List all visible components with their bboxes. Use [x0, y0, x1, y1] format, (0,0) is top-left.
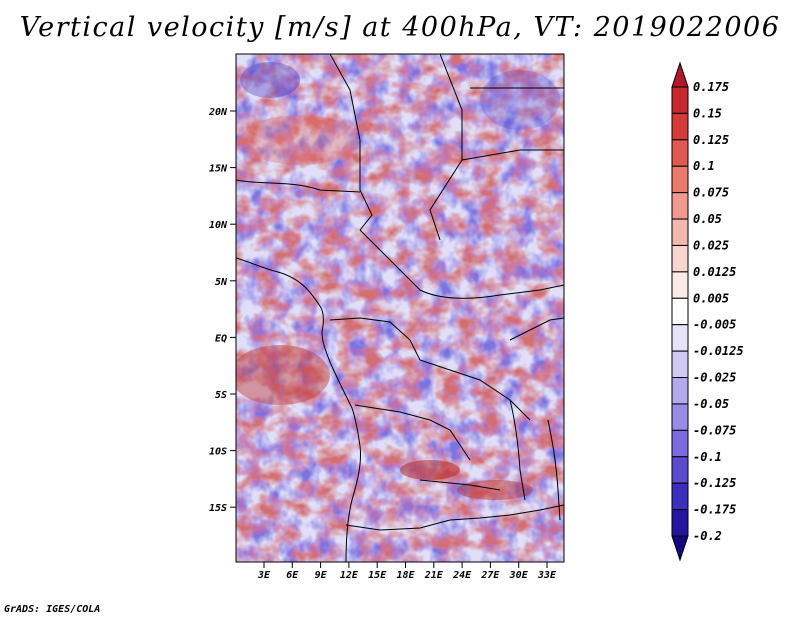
lon-tick-label: 15E — [368, 570, 387, 581]
lon-tick-label: 24E — [452, 570, 472, 581]
colorbar-label: -0.2 — [693, 529, 722, 543]
colorbar-bin — [671, 456, 689, 484]
lon-tick-label: 18E — [396, 570, 415, 581]
lon-tick-label: 3E — [257, 570, 271, 581]
longitude-axis: 3E 6E 9E 12E 15E 18E 21E 24E 27E 30E 33E — [257, 562, 557, 581]
lat-tick-label: 10N — [209, 220, 228, 231]
lon-tick-label: 6E — [286, 570, 299, 581]
colorbar-label: -0.1 — [693, 450, 722, 464]
lat-tick-label: 15S — [209, 503, 227, 514]
lon-tick-label: 9E — [315, 570, 328, 581]
colorbar-bin — [671, 112, 689, 141]
colorbar-label: 0.0125 — [693, 265, 736, 279]
colorbar-label: 0.005 — [693, 291, 729, 305]
map-frame — [235, 53, 565, 563]
colorbar-label: -0.175 — [693, 503, 736, 517]
lat-tick-label: 5N — [215, 277, 228, 288]
vertical-velocity-field — [236, 54, 564, 562]
lat-tick-label: 20N — [208, 107, 228, 118]
colorbar-bottom-arrow — [671, 535, 689, 562]
colorbar-bin — [671, 192, 689, 220]
country-borders — [236, 54, 564, 562]
colorbar-label: -0.05 — [693, 397, 729, 411]
colorbar-label: 0.075 — [693, 186, 729, 200]
colorbar-bin — [671, 377, 689, 405]
map-title: Vertical velocity [m/s] at 400hPa, VT: 2… — [19, 12, 781, 43]
colorbar-label: 0.025 — [693, 238, 729, 252]
colorbar-bin — [671, 297, 689, 326]
lon-tick-label: 30E — [509, 570, 529, 581]
colorbar-label: -0.075 — [693, 423, 736, 437]
colorbar-bin — [671, 482, 689, 511]
colorbar-bin — [671, 350, 689, 379]
lat-tick-label: 10S — [209, 447, 227, 458]
colorbar-label: -0.005 — [693, 318, 736, 332]
lat-tick-label: 15N — [209, 164, 228, 175]
latitude-axis: 20N 15N 10N 5N EQ 5S 10S 15S — [208, 107, 236, 514]
colorbar: 0.175 0.15 0.125 0.1 0.075 0.05 0.025 0.0125 0.0… — [671, 61, 744, 562]
lon-tick-label: 33E — [537, 570, 557, 581]
colorbar-label: -0.125 — [693, 476, 736, 490]
colorbar-label: -0.0125 — [693, 344, 744, 358]
colorbar-bin — [671, 86, 689, 114]
lon-tick-label: 12E — [340, 570, 359, 581]
colorbar-label: 0.125 — [693, 133, 729, 147]
grads-credit: GrADS: IGES/COLA — [4, 604, 101, 615]
colorbar-bin — [671, 403, 689, 431]
colorbar-bin — [671, 429, 689, 458]
colorbar-bin — [671, 271, 689, 299]
colorbar-bin — [671, 324, 689, 352]
colorbar-bin — [671, 165, 689, 194]
colorbar-label: 0.05 — [693, 212, 722, 226]
colorbar-bin — [671, 218, 689, 246]
colorbar-label: -0.025 — [693, 371, 736, 385]
colorbar-label: 0.1 — [693, 159, 715, 173]
lon-tick-label: 27E — [480, 570, 500, 581]
lat-tick-label: EQ — [215, 333, 227, 344]
colorbar-top-arrow — [671, 61, 689, 88]
colorbar-bin — [671, 244, 689, 273]
colorbar-label: 0.175 — [693, 80, 729, 94]
colorbar-bin — [671, 139, 689, 167]
lat-tick-label: 5S — [215, 390, 227, 401]
lon-tick-label: 21E — [424, 570, 444, 581]
colorbar-label: 0.15 — [693, 106, 722, 120]
colorbar-bin — [671, 509, 689, 537]
